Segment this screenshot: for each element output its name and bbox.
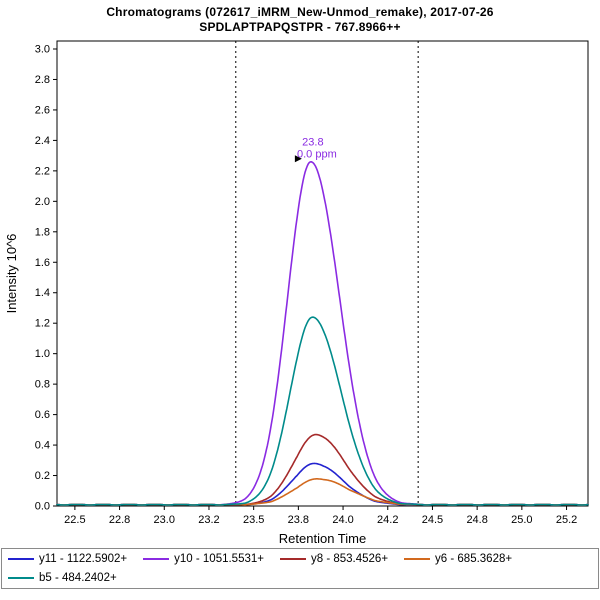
y-axis-label: Intensity 10^6: [4, 234, 19, 314]
chart-subtitle: SPDLAPTPAPQSTPR - 767.8966++: [199, 20, 401, 34]
legend-label: b5 - 484.2402+: [39, 572, 117, 584]
series-color-line-icon: [8, 577, 34, 579]
y-tick-label: 1.4: [35, 287, 50, 299]
series-color-line-icon: [279, 558, 306, 560]
y-tick-label: 0.0: [35, 501, 50, 513]
peak-mass-error-label: 0.0 ppm: [297, 148, 337, 160]
series-b5: [56, 316, 589, 506]
y-tick-label: 0.2: [35, 470, 50, 482]
y-tick-label: 1.2: [35, 318, 50, 330]
plot-frame: [56, 40, 589, 507]
y-tick-label: 2.6: [35, 104, 50, 116]
y-tick-label: 1.0: [35, 348, 50, 360]
chart-header: Chromatograms (072617_iMRM_New-Unmod_rem…: [0, 0, 600, 35]
series-color-line-icon: [8, 558, 34, 560]
series-color-line-icon: [404, 558, 431, 560]
x-tick-label: 23.2: [198, 514, 219, 526]
peak-apex-marker-icon: [294, 155, 302, 163]
x-tick-label: 23.0: [154, 514, 175, 526]
x-tick-label: 22.5: [64, 514, 85, 526]
x-tick-label: 23.5: [243, 514, 264, 526]
y-tick-label: 2.8: [35, 74, 50, 86]
y-tick-label: 2.0: [35, 196, 50, 208]
x-tick-label: 25.2: [556, 514, 577, 526]
x-axis-label: Retention Time: [279, 531, 366, 546]
y-tick-label: 3.0: [35, 44, 50, 56]
legend-item-y11: y11 - 1122.5902+: [8, 553, 127, 565]
y-tick-label: 0.4: [35, 440, 50, 452]
y-tick-label: 1.8: [35, 226, 50, 238]
y-tick-label: 2.2: [35, 165, 50, 177]
legend-label: y6 - 685.3628+: [435, 553, 513, 565]
x-tick-label: 24.2: [377, 514, 398, 526]
x-tick-label: 25.0: [511, 514, 532, 526]
x-tick-label: 24.8: [466, 514, 487, 526]
series-color-line-icon: [143, 558, 170, 560]
legend-label: y11 - 1122.5902+: [39, 553, 128, 565]
y-tick-label: 0.8: [35, 379, 50, 391]
y-tick-label: 0.6: [35, 409, 50, 421]
x-tick-label: 22.8: [109, 514, 130, 526]
x-tick-label: 24.5: [422, 514, 443, 526]
legend-item-y10: y10 - 1051.5531+: [143, 553, 264, 565]
y-tick-label: 1.6: [35, 257, 50, 269]
legend-item-b5: b5 - 484.2402+: [8, 572, 117, 584]
peak-retention-time-label: 23.8: [302, 136, 323, 148]
legend-label: y8 - 853.4526+: [310, 553, 389, 565]
y-tick-label: 2.4: [35, 135, 50, 147]
chart-title: Chromatograms (072617_iMRM_New-Unmod_rem…: [106, 5, 494, 19]
legend-item-y6: y6 - 685.3628+: [404, 553, 512, 565]
x-tick-label: 24.0: [332, 514, 353, 526]
x-tick-label: 23.8: [288, 514, 309, 526]
legend-label: y10 - 1051.5531+: [174, 553, 264, 565]
legend-item-y8: y8 - 853.4526+: [279, 553, 389, 565]
chromatogram-plot[interactable]: 0.0 0.2 0.4 0.6 0.8 1.0 1.2 1.4 1.6 1.8 2.0 2.2 2.4 2…: [0, 35, 600, 547]
legend: y11 - 1122.5902+ y10 - 1051.5531+ y8 - 853…: [1, 548, 599, 589]
